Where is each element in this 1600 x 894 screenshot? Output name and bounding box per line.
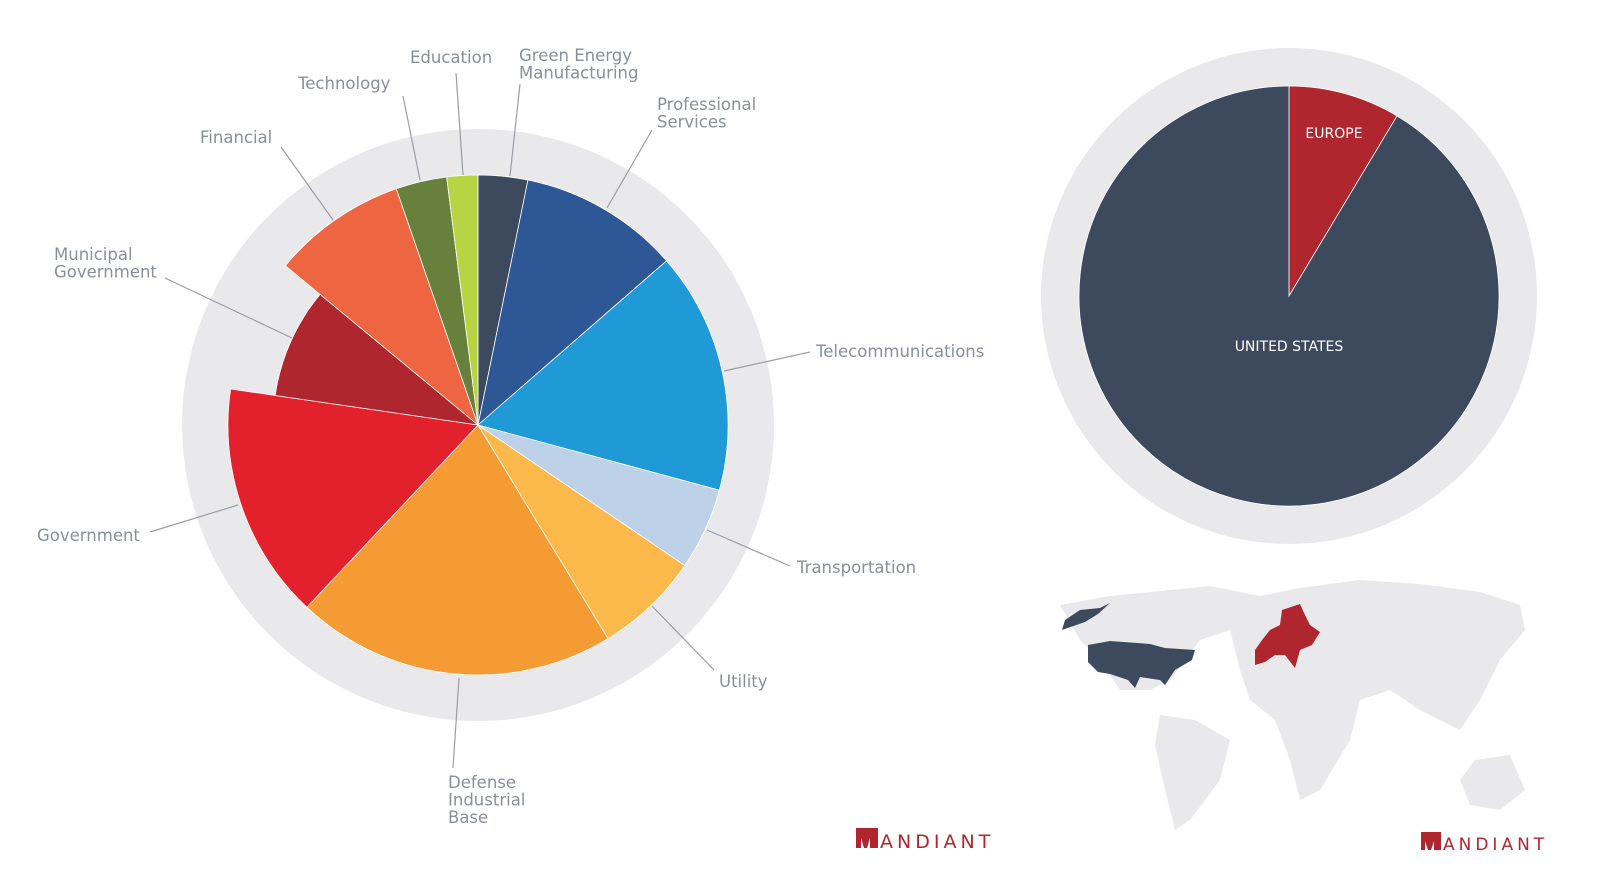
- leader-line: [509, 83, 521, 177]
- world-map: [1060, 580, 1525, 830]
- slice-label-europe: EUROPE: [1305, 126, 1362, 142]
- slice-label: Green Energy Manufacturing: [519, 46, 638, 83]
- pie-slice-utility: [477, 424, 686, 640]
- leader-line: [606, 129, 653, 209]
- slice-label: Education: [410, 48, 492, 67]
- leader-line: [651, 605, 715, 671]
- industry-pie-chart: [182, 129, 774, 721]
- leader-line: [452, 677, 460, 769]
- map-south-america: [1155, 715, 1230, 830]
- pie-slice-education: [446, 174, 479, 426]
- pie-slice-united-states: [1078, 85, 1500, 507]
- map-landmass: [1060, 580, 1525, 800]
- region-pie-chart: EUROPE UNITED STATES: [1041, 48, 1537, 544]
- mandiant-logo-right: ANDIANT: [1421, 832, 1548, 855]
- logo-text: ANDIANT: [880, 831, 994, 853]
- slice-label: Government: [37, 526, 140, 545]
- slice-label: Financial: [200, 128, 272, 147]
- slice-label: Professional Services: [657, 95, 756, 132]
- map-united-states: [1088, 641, 1195, 688]
- slice-label: Technology: [297, 74, 391, 93]
- pie-slice-municipal-government: [274, 293, 480, 426]
- pie-slice-telecommunications: [477, 260, 729, 491]
- industry-labels: Green Energy Manufacturing Professional Ser…: [37, 46, 984, 827]
- pie-slice-defense-industrial-base: [306, 424, 609, 676]
- leader-line: [164, 277, 293, 339]
- map-australia: [1460, 755, 1525, 810]
- map-alaska: [1062, 603, 1110, 630]
- slice-label: Municipal Government: [54, 245, 157, 282]
- leader-line: [149, 504, 239, 533]
- pie-slice-government: [227, 388, 479, 608]
- slice-label: Utility: [719, 672, 768, 691]
- leader-line: [706, 529, 791, 567]
- mandiant-logo-left: ANDIANT: [856, 828, 994, 853]
- slice-label: Telecommunications: [815, 342, 984, 361]
- mandiant-m-mark: [1421, 832, 1441, 850]
- pie-slice-europe: [1288, 85, 1398, 298]
- mandiant-m-mark: [856, 828, 878, 848]
- slice-label-united-states: UNITED STATES: [1235, 339, 1344, 355]
- leader-line: [280, 146, 334, 221]
- slice-label: Defense Industrial Base: [448, 773, 525, 827]
- leader-line: [723, 351, 811, 372]
- pie-slice-financial: [284, 188, 479, 427]
- leader-line: [402, 95, 421, 181]
- slice-label: Transportation: [796, 558, 916, 577]
- map-europe: [1255, 604, 1320, 668]
- leader-line: [455, 72, 464, 176]
- pie-slice-professional-services: [477, 179, 668, 427]
- logo-text: ANDIANT: [1443, 835, 1548, 855]
